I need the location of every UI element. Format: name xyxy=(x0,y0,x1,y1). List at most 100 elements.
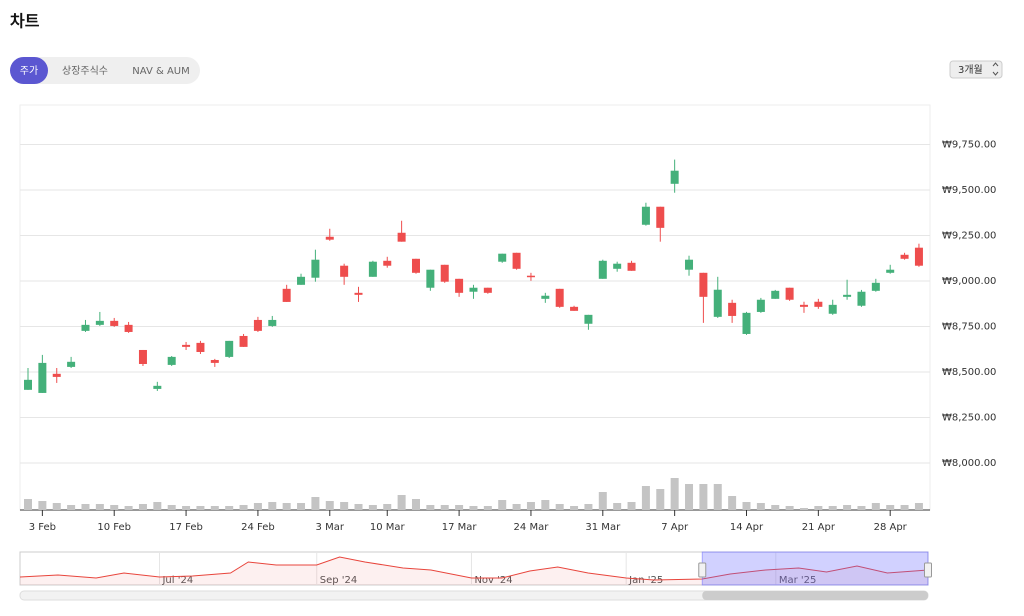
volume-bar xyxy=(253,503,262,510)
x-tick-label: 24 Feb xyxy=(241,522,275,533)
y-tick-label: ₩8,250.00 xyxy=(942,412,996,423)
candle-body xyxy=(110,320,119,326)
volume-bar xyxy=(670,478,679,510)
scrollbar-thumb[interactable] xyxy=(702,591,928,600)
candle-body xyxy=(67,361,76,367)
candle-body xyxy=(886,269,895,273)
volume-bar xyxy=(368,505,377,510)
candle-body xyxy=(268,319,277,326)
candle-body xyxy=(570,306,579,311)
navigator-label: Jan '25 xyxy=(628,575,663,586)
candle-body xyxy=(843,294,852,297)
navigator-label: Jul '24 xyxy=(161,575,193,586)
volume-bar xyxy=(411,499,420,510)
volume-bar xyxy=(196,506,205,510)
candle-body xyxy=(383,260,392,266)
candle-body xyxy=(900,254,909,259)
candle-body xyxy=(541,295,550,299)
candle-body xyxy=(699,272,708,297)
period-label[interactable]: 3개월 xyxy=(958,64,983,76)
volume-bar xyxy=(900,505,909,510)
candle-body xyxy=(555,288,564,307)
volume-bar xyxy=(555,504,564,510)
candle-body xyxy=(52,373,61,377)
volume-bar xyxy=(397,495,406,510)
tab[interactable]: 상장주식수 xyxy=(62,65,108,77)
plot-border xyxy=(19,104,931,511)
candle-body xyxy=(138,349,147,364)
candle-body xyxy=(771,290,780,299)
candle-body xyxy=(871,282,880,291)
y-tick-label: ₩8,500.00 xyxy=(942,367,996,378)
candle-body xyxy=(756,299,765,312)
candle-body xyxy=(656,206,665,228)
volume-bar xyxy=(756,503,765,510)
y-tick-label: ₩9,500.00 xyxy=(942,185,996,196)
page-title: 차트 xyxy=(10,12,40,31)
volume-bar xyxy=(153,502,162,510)
volume-bar xyxy=(699,484,708,510)
volume-bar xyxy=(354,504,363,510)
volume-bar xyxy=(38,501,47,510)
candle-body xyxy=(124,324,133,332)
x-tick-label: 17 Feb xyxy=(169,522,203,533)
candle-body xyxy=(641,206,650,225)
volume-bar xyxy=(498,500,507,510)
candle-body xyxy=(210,359,219,363)
candle-body xyxy=(38,362,47,393)
candle-body xyxy=(685,259,694,270)
x-tick-label: 31 Mar xyxy=(585,522,621,533)
navigator-label: Sep '24 xyxy=(320,575,358,586)
volume-bar xyxy=(239,505,248,510)
tab[interactable]: 주가 xyxy=(20,65,38,77)
tab-active-bg xyxy=(10,57,48,84)
navigator-handle[interactable] xyxy=(924,562,932,578)
navigator-selection xyxy=(701,551,929,586)
volume-bar xyxy=(742,502,751,510)
x-tick-label: 7 Apr xyxy=(661,522,689,533)
y-tick-label: ₩8,000.00 xyxy=(942,458,996,469)
volume-bar xyxy=(771,505,780,510)
volume-bar xyxy=(325,501,334,510)
x-tick-label: 24 Mar xyxy=(514,522,550,533)
candle-body xyxy=(785,287,794,300)
candle-body xyxy=(483,287,492,293)
volume-bar xyxy=(627,502,636,510)
candle-body xyxy=(325,236,334,240)
volume-bar xyxy=(81,504,90,510)
period-select[interactable] xyxy=(949,60,1003,79)
navigator-label: Nov '24 xyxy=(474,575,512,586)
y-tick-label: ₩9,750.00 xyxy=(942,139,996,150)
volume-bar xyxy=(713,484,722,510)
candle-body xyxy=(354,292,363,295)
candle-body xyxy=(239,335,248,347)
candle-body xyxy=(498,253,507,262)
candle-body xyxy=(253,319,262,331)
candle-body xyxy=(512,252,521,269)
candle-body xyxy=(340,265,349,277)
volume-bar xyxy=(843,505,852,510)
candle-body xyxy=(814,301,823,307)
candle-body xyxy=(828,304,837,314)
volume-bar xyxy=(799,508,808,510)
tab[interactable]: NAV & AUM xyxy=(132,66,189,77)
x-tick-label: 17 Mar xyxy=(442,522,478,533)
candle-body xyxy=(297,276,306,285)
volume-bar xyxy=(685,484,694,510)
candle-body xyxy=(411,258,420,273)
volume-bar xyxy=(110,505,119,510)
volume-bar xyxy=(728,496,737,510)
navigator-handle[interactable] xyxy=(698,562,707,578)
candle-body xyxy=(282,288,291,302)
volume-bar xyxy=(570,506,579,510)
candle-body xyxy=(713,289,722,317)
volume-bar xyxy=(167,505,176,510)
candle-body xyxy=(225,340,234,357)
candle-body xyxy=(469,287,478,292)
volume-bar xyxy=(311,497,320,510)
volume-bar xyxy=(584,504,593,510)
volume-bar xyxy=(857,506,866,510)
volume-bar xyxy=(455,505,464,510)
volume-bar xyxy=(526,502,535,510)
